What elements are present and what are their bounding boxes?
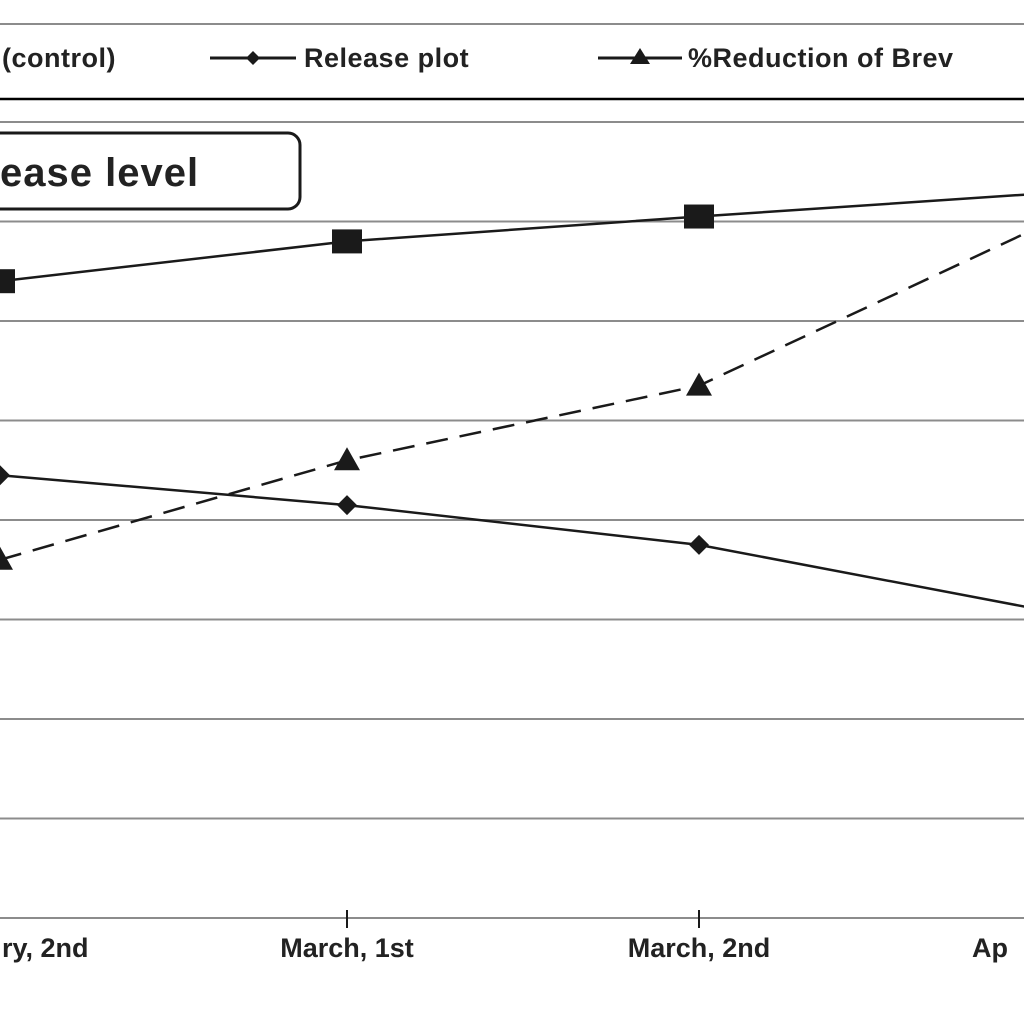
series-1 [0,465,1024,608]
title-box: ease level [0,131,302,211]
data-point-s2-1 [334,447,360,471]
data-point-s1-0 [0,465,10,486]
x-tick-label-0: ry, 2nd [2,933,89,963]
x-axis: ry, 2nd March, 1st March, 2nd Ap [0,910,1024,963]
data-point-s1-1 [337,495,357,516]
legend: (control) Release plot %Reduction of Bre… [0,23,1024,101]
series-layer [0,193,1024,608]
data-point-s2-0 [0,546,13,570]
data-point-s2-2 [686,372,712,396]
legend-label-series-1: Release plot [304,43,469,73]
legend-label-series-2: %Reduction of Brev [688,43,954,73]
legend-marker-series-2 [630,48,650,64]
data-point-s1-2 [689,534,709,555]
data-point-s0-1 [332,229,362,254]
series-line-0 [0,193,1024,283]
series-line-1 [0,473,1024,608]
series-0 [0,193,1024,294]
data-point-s0-2 [684,204,714,229]
legend-marker-series-1 [246,51,260,65]
data-point-s0-0 [0,269,15,294]
grid-layer [0,121,1024,820]
legend-label-series-0: (control) [2,43,116,73]
title-box-border [0,131,302,211]
x-tick-label-3: Ap [972,933,1008,963]
chart-title: ease level [0,151,199,195]
series-line-2 [0,232,1024,562]
x-tick-label-2: March, 2nd [628,933,771,963]
x-tick-label-1: March, 1st [280,933,414,963]
series-2 [0,232,1024,570]
